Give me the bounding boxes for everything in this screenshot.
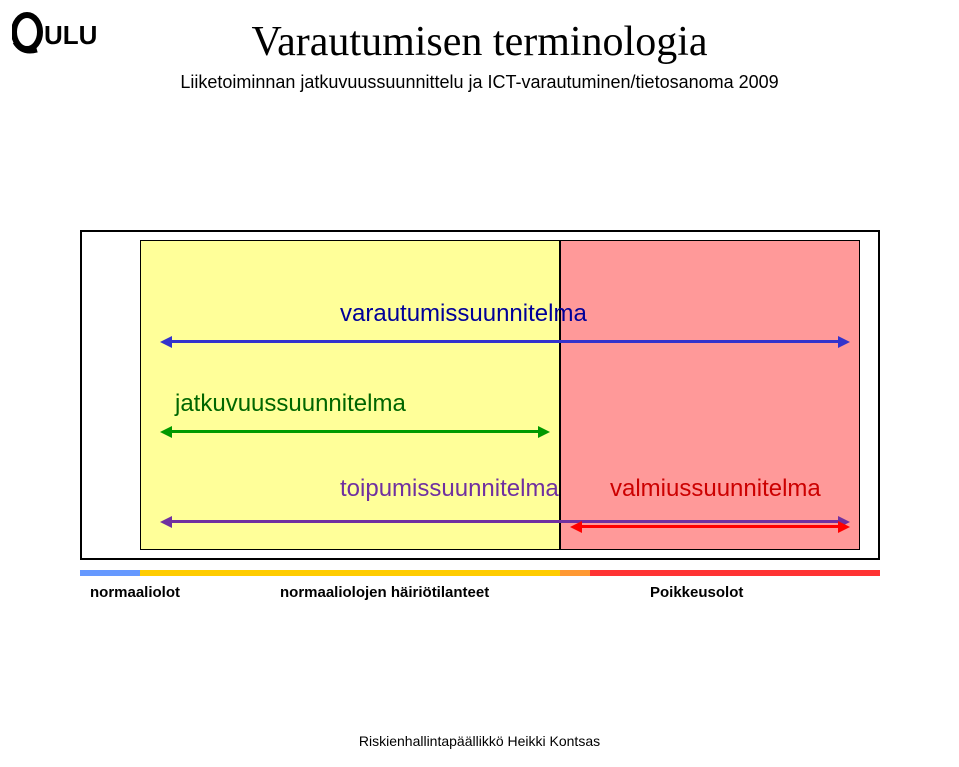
footer-text: Riskienhallintapäällikkö Heikki Kontsas	[0, 733, 959, 749]
terminology-diagram: varautumissuunnitelma jatkuvuussuunnitelm…	[80, 230, 880, 560]
diagram-label-3: valmiussuunnitelma	[610, 475, 821, 503]
diagram-label-0: varautumissuunnitelma	[340, 300, 587, 328]
page-title: Varautumisen terminologia	[0, 18, 959, 66]
diagram-arrow-0	[170, 340, 840, 343]
diagram-arrowhead-left-0	[160, 336, 172, 348]
diagram-bg-1	[560, 240, 860, 550]
diagram-arrowhead-right-1	[538, 426, 550, 438]
diagram-arrowhead-right-3	[838, 521, 850, 533]
bottom-label-2: Poikkeusolot	[650, 584, 743, 601]
bottom-bar-0	[80, 570, 140, 576]
diagram-arrowhead-left-3	[570, 521, 582, 533]
diagram-arrow-2	[170, 520, 840, 523]
bottom-bar-2	[560, 570, 590, 576]
bottom-bar-3	[590, 570, 880, 576]
diagram-arrow-1	[170, 430, 540, 433]
diagram-arrowhead-left-2	[160, 516, 172, 528]
diagram-label-1: jatkuvuussuunnitelma	[175, 390, 406, 418]
page-subtitle: Liiketoiminnan jatkuvuussuunnittelu ja I…	[0, 72, 959, 93]
bottom-label-1: normaaliolojen häiriötilanteet	[280, 584, 489, 601]
diagram-arrowhead-left-1	[160, 426, 172, 438]
diagram-arrowhead-right-0	[838, 336, 850, 348]
bottom-label-0: normaaliolot	[90, 584, 180, 601]
diagram-arrow-3	[580, 525, 840, 528]
diagram-label-2: toipumissuunnitelma	[340, 475, 559, 503]
bottom-bar-1	[140, 570, 560, 576]
